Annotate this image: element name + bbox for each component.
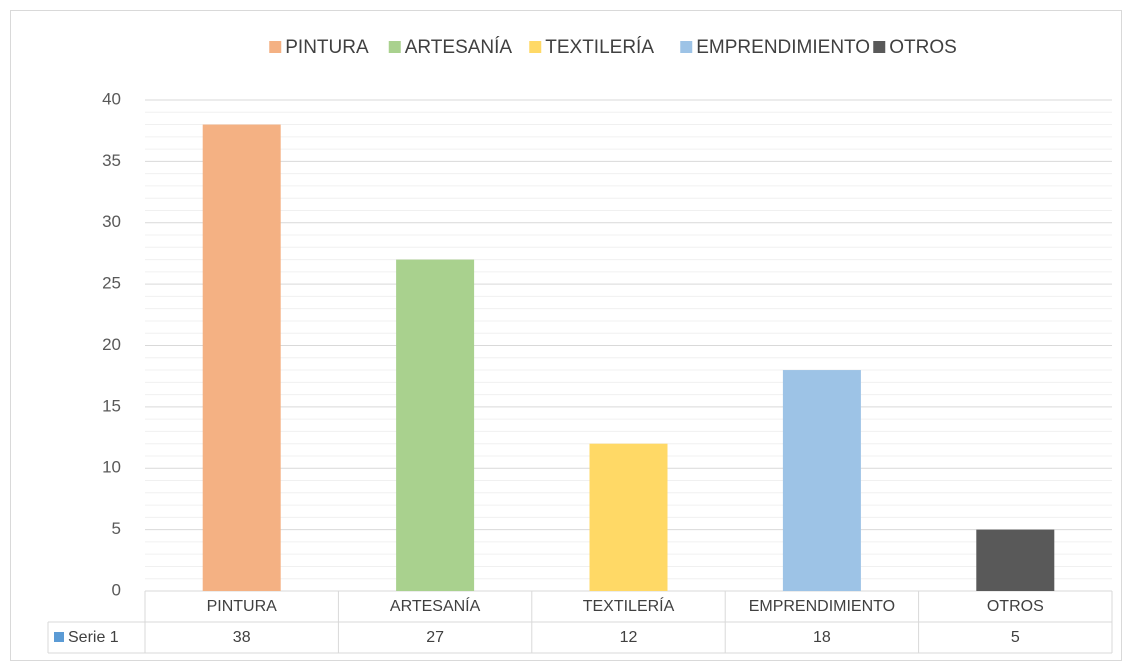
y-tick-label: 15 bbox=[102, 396, 121, 415]
legend-label: PINTURA bbox=[285, 37, 369, 58]
legend-swatch bbox=[529, 41, 542, 53]
bar bbox=[976, 529, 1055, 591]
x-tick-label: EMPRENDIMIENTO bbox=[749, 598, 895, 615]
table-value: 12 bbox=[620, 629, 638, 646]
y-tick-label: 25 bbox=[102, 274, 121, 293]
table-value: 38 bbox=[233, 629, 251, 646]
x-tick-label: ARTESANÍA bbox=[390, 596, 481, 615]
legend-label: TEXTILERÍA bbox=[545, 37, 654, 58]
y-tick-label: 35 bbox=[102, 151, 121, 170]
table-value: 5 bbox=[1011, 629, 1020, 646]
bar bbox=[202, 124, 281, 592]
legend-label: EMPRENDIMIENTO bbox=[696, 37, 870, 58]
series-name: Serie 1 bbox=[68, 629, 119, 646]
x-tick-label: PINTURA bbox=[207, 598, 278, 615]
y-tick-label: 20 bbox=[102, 335, 121, 354]
table-value: 27 bbox=[426, 629, 444, 646]
legend-label: ARTESANÍA bbox=[405, 37, 513, 58]
legend-swatch bbox=[873, 41, 886, 53]
legend-swatch bbox=[269, 41, 282, 53]
y-tick-label: 40 bbox=[102, 89, 121, 108]
legend-swatch bbox=[388, 41, 401, 53]
legend-label: OTROS bbox=[889, 37, 957, 58]
table-value: 18 bbox=[813, 629, 831, 646]
chart-border bbox=[10, 10, 1122, 661]
y-tick-label: 5 bbox=[112, 519, 121, 538]
y-tick-label: 0 bbox=[112, 580, 121, 599]
x-tick-label: OTROS bbox=[987, 598, 1044, 615]
legend-key bbox=[54, 632, 64, 642]
bar bbox=[589, 443, 668, 591]
bar bbox=[396, 259, 475, 591]
bar bbox=[782, 370, 861, 591]
y-tick-label: 10 bbox=[102, 458, 121, 477]
x-tick-label: TEXTILERÍA bbox=[583, 596, 675, 615]
legend-swatch bbox=[680, 41, 693, 53]
y-tick-label: 30 bbox=[102, 212, 121, 231]
